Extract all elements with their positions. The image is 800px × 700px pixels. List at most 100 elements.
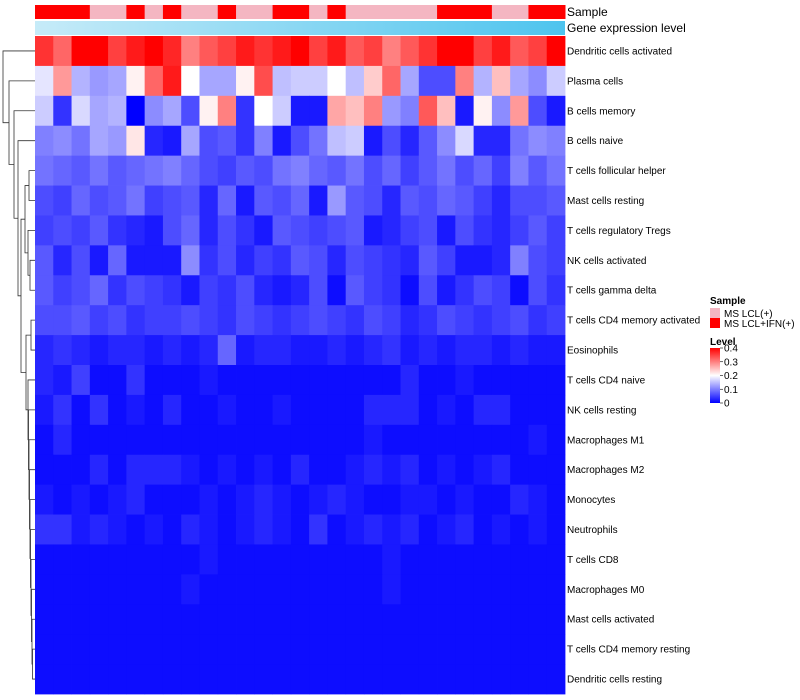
- heatmap-cell: [272, 125, 292, 157]
- row-label: Mast cells activated: [567, 615, 654, 626]
- heatmap-cell: [217, 335, 237, 366]
- heatmap-cell: [144, 454, 164, 486]
- heatmap-cell: [199, 36, 219, 67]
- heatmap-cell: [254, 275, 273, 306]
- sample-cell: [455, 5, 475, 19]
- heatmap-cell: [53, 634, 72, 665]
- heatmap-cell: [53, 514, 72, 545]
- heatmap-cell: [491, 305, 511, 336]
- heatmap-cell: [144, 275, 164, 306]
- sample-cell: [144, 5, 164, 19]
- heatmap-cell: [217, 125, 237, 157]
- heatmap-cell: [89, 155, 109, 186]
- heatmap-cell: [181, 65, 200, 97]
- heatmap-cell: [162, 514, 182, 545]
- heatmap-cell: [455, 125, 475, 157]
- heatmap-cell: [363, 634, 383, 665]
- heatmap-cell: [144, 604, 164, 635]
- heatmap-cell: [89, 335, 109, 366]
- heatmap-cell: [254, 394, 273, 426]
- heatmap-cell: [108, 544, 127, 575]
- row-label: T cells follicular helper: [567, 166, 666, 177]
- heatmap-cell: [162, 424, 182, 456]
- heatmap-cell: [89, 634, 109, 665]
- heatmap-cell: [327, 514, 347, 545]
- heatmap-cell: [309, 125, 328, 157]
- heatmap-cell: [162, 305, 182, 336]
- heatmap-cell: [528, 185, 548, 216]
- heatmap-cell: [71, 664, 91, 695]
- heatmap-cell: [455, 245, 475, 276]
- heatmap-cell: [309, 454, 328, 486]
- level-legend-title: Level: [710, 337, 736, 348]
- heatmap-cell: [108, 664, 127, 695]
- heatmap-cell: [290, 634, 310, 665]
- heatmap-cell: [546, 484, 566, 515]
- heatmap-cell: [400, 544, 420, 575]
- heatmap-cell: [382, 335, 401, 366]
- heatmap-cell: [35, 335, 54, 366]
- heatmap-cell: [199, 335, 219, 366]
- heatmap-cell: [400, 664, 420, 695]
- heatmap-cell: [35, 65, 54, 97]
- heatmap-cell: [382, 574, 401, 605]
- heatmap-cell: [345, 36, 365, 67]
- heatmap-cell: [236, 514, 255, 545]
- heatmap-cell: [418, 185, 438, 216]
- heatmap-cell: [254, 36, 273, 67]
- heatmap-cell: [35, 454, 54, 486]
- heatmap-cell: [144, 544, 164, 575]
- heatmap-cell: [290, 365, 310, 396]
- heatmap-cell: [363, 305, 383, 336]
- heatmap-cell: [455, 574, 475, 605]
- heatmap-cell: [254, 215, 273, 246]
- heatmap-cell: [53, 365, 72, 396]
- heatmap-cell: [491, 574, 511, 605]
- heatmap-cell: [108, 454, 127, 486]
- heatmap-cell: [254, 185, 273, 216]
- heatmap-cell: [181, 95, 200, 127]
- heatmap-cell: [199, 634, 219, 665]
- dendrogram-link: [8, 80, 35, 165]
- heatmap-cell: [199, 454, 219, 486]
- heatmap-cell: [546, 275, 566, 306]
- heatmap-cell: [272, 335, 292, 366]
- heatmap-cell: [199, 125, 219, 157]
- heatmap-cell: [236, 604, 255, 635]
- heatmap-cell: [71, 305, 91, 336]
- heatmap-cell: [418, 365, 438, 396]
- heatmap-cell: [473, 514, 493, 545]
- heatmap-cell: [382, 215, 401, 246]
- heatmap-cell: [345, 365, 365, 396]
- row-label: T cells CD4 naive: [567, 375, 646, 386]
- heatmap-cell: [199, 65, 219, 97]
- heatmap-cell: [363, 365, 383, 396]
- heatmap-cell: [510, 275, 529, 306]
- heatmap-cell: [254, 95, 273, 127]
- heatmap-cell: [108, 365, 127, 396]
- heatmap-cell: [309, 245, 328, 276]
- sample-cell: [345, 5, 365, 19]
- heatmap-cell: [418, 335, 438, 366]
- heatmap-cell: [162, 245, 182, 276]
- heatmap-cell: [491, 185, 511, 216]
- heatmap-cell: [181, 604, 200, 635]
- heatmap-cell: [35, 95, 54, 127]
- heatmap-cell: [162, 155, 182, 186]
- heatmap-cell: [71, 245, 91, 276]
- heatmap-cell: [217, 544, 237, 575]
- heatmap-cell: [126, 484, 146, 515]
- heatmap-cell: [35, 424, 54, 456]
- heatmap-cell: [400, 365, 420, 396]
- level-tick-label: 0.1: [724, 385, 738, 396]
- heatmap-cell: [35, 365, 54, 396]
- heatmap-cell: [35, 125, 54, 157]
- heatmap-cell: [382, 365, 401, 396]
- sample-cell: [89, 5, 109, 19]
- heatmap-cell: [162, 634, 182, 665]
- heatmap-cell: [126, 305, 146, 336]
- heatmap-cell: [546, 36, 566, 67]
- heatmap-cell: [89, 604, 109, 635]
- dendrogram-link: [2, 50, 35, 124]
- heatmap-cell: [272, 155, 292, 186]
